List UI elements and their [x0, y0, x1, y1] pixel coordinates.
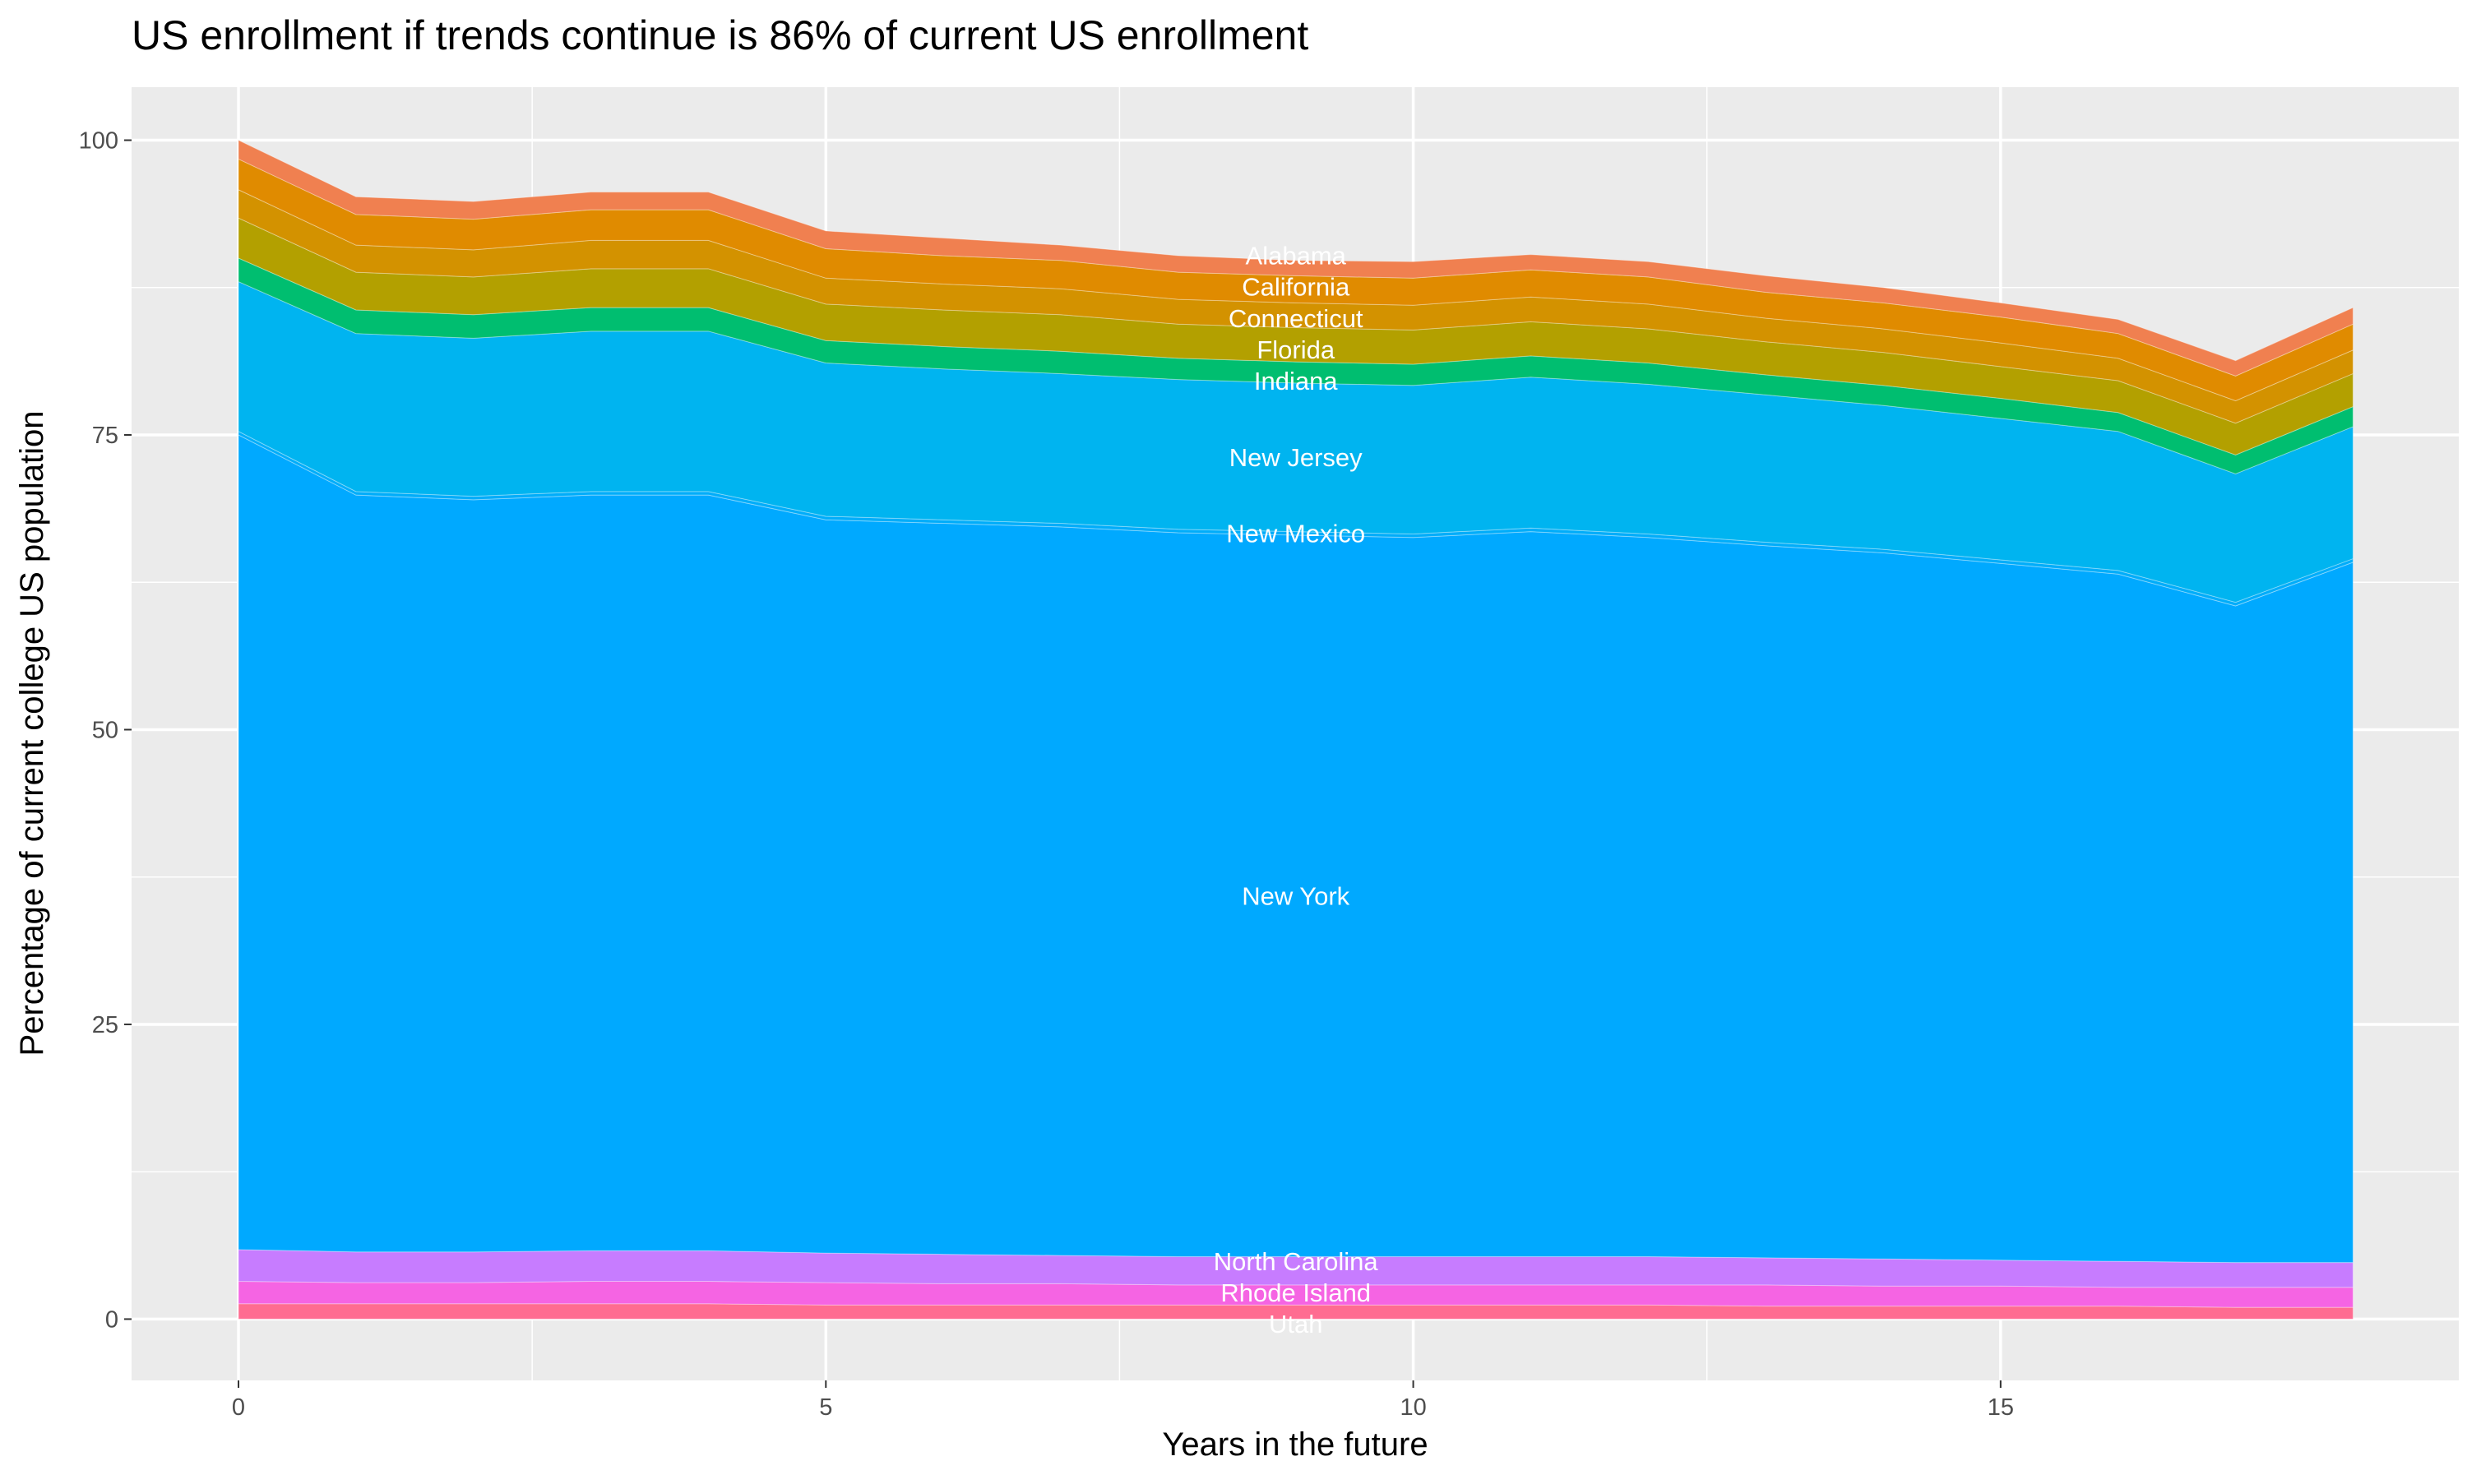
area-florida — [238, 217, 2354, 455]
y-tick-label: 75 — [92, 423, 118, 449]
label-florida: Florida — [1257, 335, 1335, 364]
x-tick-label: 5 — [819, 1394, 832, 1421]
x-axis: 0 5 10 15 — [232, 1380, 2014, 1421]
label-new-mexico: New Mexico — [1226, 520, 1365, 548]
area-connecticut — [238, 188, 2354, 424]
y-axis: 0 25 50 75 100 — [79, 128, 132, 1333]
area-new-jersey — [238, 280, 2354, 603]
area-alabama — [238, 139, 2354, 377]
y-tick-label: 50 — [92, 717, 118, 743]
label-indiana: Indiana — [1254, 367, 1338, 395]
label-california: California — [1242, 273, 1350, 302]
label-new-york: New York — [1242, 882, 1349, 911]
y-tick-label: 0 — [105, 1306, 118, 1333]
label-alabama: Alabama — [1246, 242, 1347, 270]
area-north-carolina — [238, 1249, 2354, 1288]
x-tick-label: 15 — [1988, 1394, 2014, 1421]
y-tick-label: 100 — [79, 128, 118, 155]
area-new-york — [238, 434, 2354, 1264]
label-new-jersey: New Jersey — [1229, 443, 1363, 472]
area-utah — [238, 1303, 2354, 1320]
y-tick-label: 25 — [92, 1012, 118, 1038]
label-rhode-island: Rhode Island — [1220, 1278, 1371, 1307]
label-north-carolina: North Carolina — [1214, 1247, 1379, 1276]
label-connecticut: Connecticut — [1229, 304, 1363, 333]
area-rhode-island — [238, 1281, 2354, 1308]
y-axis-title: Percentage of current college US populat… — [14, 411, 50, 1056]
x-tick-label: 0 — [232, 1394, 245, 1421]
x-axis-title: Years in the future — [1162, 1426, 1428, 1463]
label-utah: Utah — [1269, 1310, 1322, 1338]
chart-title: US enrollment if trends continue is 86% … — [132, 12, 1308, 58]
x-tick-label: 10 — [1400, 1394, 1426, 1421]
area-layers — [238, 139, 2354, 1320]
